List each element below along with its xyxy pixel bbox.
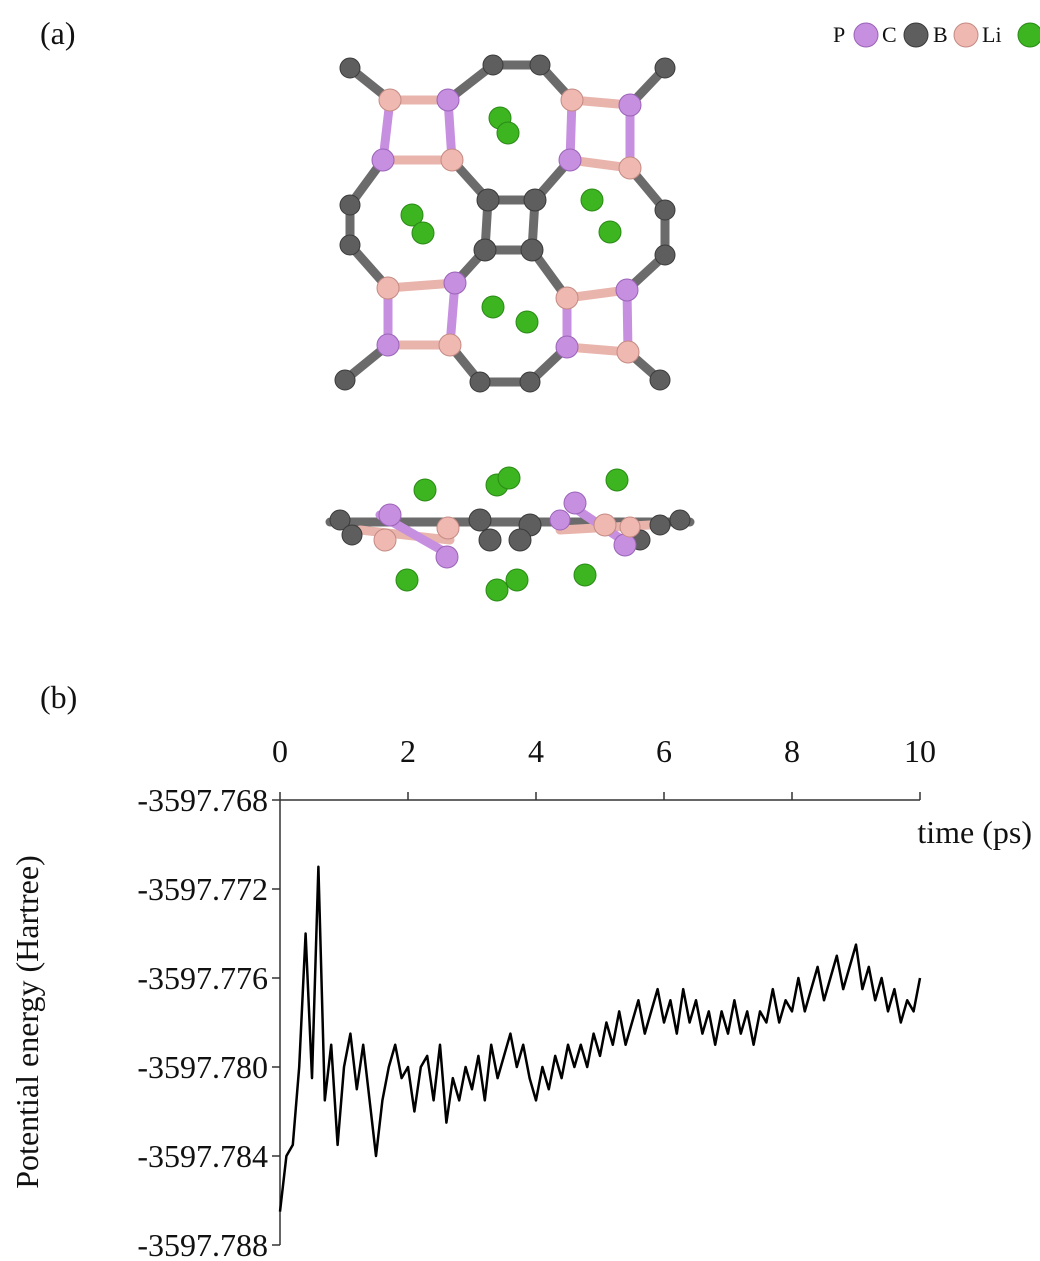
x-tick-label: 4 bbox=[528, 733, 544, 769]
legend: P C B Li bbox=[833, 22, 1040, 47]
structure-side-view bbox=[330, 467, 690, 601]
legend-label: C bbox=[882, 22, 897, 47]
legend-label: P bbox=[833, 22, 845, 47]
structure-top-view bbox=[335, 55, 675, 392]
atoms bbox=[335, 55, 675, 392]
legend-swatch bbox=[854, 23, 878, 47]
x-tick-label: 0 bbox=[272, 733, 288, 769]
x-tick-label: 10 bbox=[904, 733, 936, 769]
y-tick-label: -3597.788 bbox=[137, 1227, 268, 1261]
x-axis-label: time (ps) bbox=[917, 814, 1032, 850]
y-axis-label: Potential energy (Hartree) bbox=[9, 855, 45, 1188]
y-tick-label: -3597.780 bbox=[137, 1049, 268, 1085]
x-tick-label: 8 bbox=[784, 733, 800, 769]
x-tick-label: 2 bbox=[400, 733, 416, 769]
x-tick-label: 6 bbox=[656, 733, 672, 769]
legend-swatch bbox=[904, 23, 928, 47]
figure: (a) (b) P C B Li bbox=[0, 0, 1040, 1261]
legend-swatch bbox=[1018, 23, 1040, 47]
energy-line bbox=[280, 867, 920, 1212]
panel-label: (a) bbox=[40, 15, 76, 51]
panel-label: (b) bbox=[40, 679, 77, 715]
y-tick-label: -3597.772 bbox=[137, 871, 268, 907]
y-tick-label: -3597.784 bbox=[137, 1138, 268, 1174]
y-tick-label: -3597.776 bbox=[137, 960, 268, 996]
legend-label: Li bbox=[982, 22, 1002, 47]
legend-swatch bbox=[954, 23, 978, 47]
y-tick-label: -3597.768 bbox=[137, 782, 268, 818]
legend-label: B bbox=[933, 22, 948, 47]
